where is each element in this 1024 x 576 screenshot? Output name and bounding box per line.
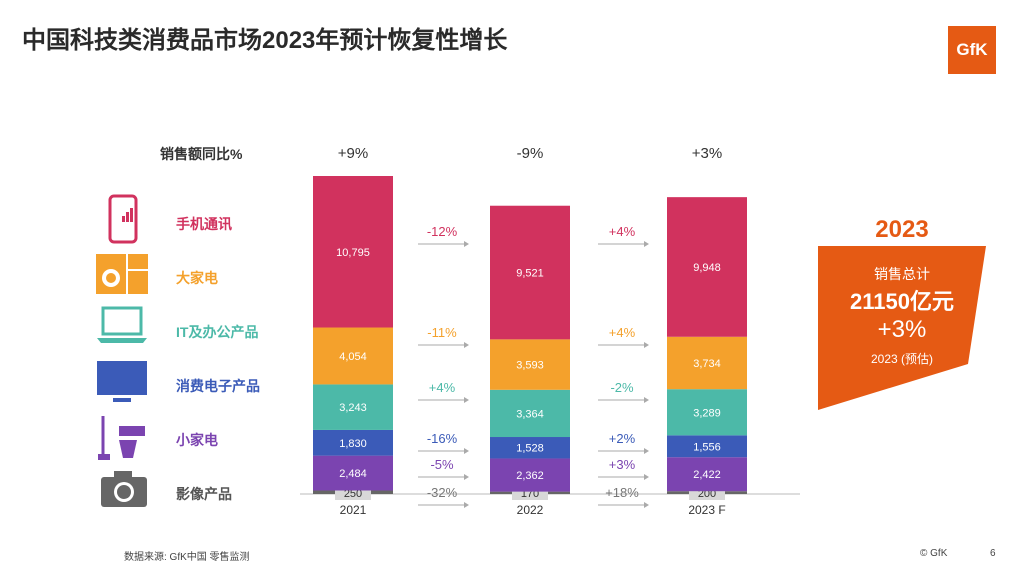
bar-value-label: 2,362 (516, 470, 544, 482)
bar-segment (667, 197, 747, 337)
data-source: 数据来源: GfK中国 零售监测 (124, 552, 250, 563)
camera-icon (101, 471, 147, 507)
total-growth-label: +3% (692, 145, 722, 162)
copyright: © GfK (920, 548, 948, 559)
tv-icon (97, 361, 147, 402)
bar-value-label: 250 (344, 488, 362, 500)
bar-value-label: 4,054 (339, 351, 367, 363)
gfk-logo: GfK (948, 26, 996, 74)
bar-segment (313, 455, 393, 491)
growth-label: +4% (609, 325, 636, 340)
bar-value-label: 9,948 (693, 262, 721, 274)
growth-label: -16% (427, 431, 458, 446)
bar-segment (667, 389, 747, 436)
growth-arrowhead (644, 241, 649, 247)
total-growth-label: -9% (517, 145, 544, 162)
bar-value-label: 3,593 (516, 360, 544, 372)
growth-label: +18% (605, 485, 639, 500)
bar-segment (490, 437, 570, 459)
bar-segment (313, 429, 393, 456)
page-title: 中国科技类消费品市场2023年预计恢复性增长 (22, 27, 508, 54)
callout-year: 2023 (875, 216, 929, 243)
growth-arrowhead (464, 397, 469, 403)
x-tick-label: 2021 (340, 503, 367, 517)
bar-segment (490, 458, 570, 492)
growth-label: -5% (430, 457, 454, 472)
growth-label: +3% (609, 457, 636, 472)
category-label-small-appliance: 小家电 (176, 432, 218, 448)
growth-label: +4% (429, 380, 456, 395)
growth-arrowhead (464, 502, 469, 508)
bar-value-label: 3,364 (516, 408, 544, 420)
laptop-icon (97, 306, 147, 343)
growth-arrowhead (644, 342, 649, 348)
callout-growth: +3% (877, 316, 927, 343)
category-label-major-appliance: 大家电 (176, 270, 218, 286)
callout-line1: 销售总计 (874, 266, 930, 282)
growth-arrowhead (464, 241, 469, 247)
growth-label: -12% (427, 224, 458, 239)
growth-label: -2% (610, 380, 634, 395)
growth-label: +4% (609, 224, 636, 239)
x-tick-label: 2022 (517, 503, 544, 517)
growth-label: -11% (427, 325, 457, 340)
bar-value-label: 3,243 (339, 402, 367, 414)
category-label-consumer-electronics: 消费电子产品 (176, 378, 260, 394)
growth-arrowhead (464, 342, 469, 348)
bar-value-label: 2,422 (693, 469, 721, 481)
bar-value-label: 10,795 (336, 247, 370, 259)
growth-arrowhead (644, 474, 649, 480)
growth-arrowhead (464, 474, 469, 480)
growth-arrowhead (464, 448, 469, 454)
bar-segment (490, 205, 570, 340)
growth-label: -32% (427, 485, 458, 500)
smartphone-icon (108, 194, 138, 244)
bar-segment (667, 336, 747, 390)
bar-value-label: 2,484 (339, 468, 367, 480)
total-growth-label: +9% (338, 145, 368, 162)
callout-amount: 21150亿元 (850, 289, 954, 314)
callout-note: 2023 (预估) (870, 352, 934, 366)
total-sales-callout (818, 246, 986, 410)
bar-value-label: 3,734 (693, 358, 721, 370)
growth-label: +2% (609, 431, 636, 446)
growth-arrowhead (644, 502, 649, 508)
bar-value-label: 1,830 (339, 438, 367, 450)
category-label-photo: 影像产品 (176, 486, 232, 502)
bar-value-label: 1,528 (516, 443, 544, 455)
bar-value-label: 3,289 (693, 407, 721, 419)
category-header: 销售额同比% (160, 146, 243, 162)
bar-value-label: 1,556 (693, 441, 721, 453)
category-label-it-office: IT及办公产品 (176, 324, 259, 340)
page-number: 6 (990, 548, 996, 559)
bar-value-label: 9,521 (516, 268, 544, 280)
growth-arrowhead (644, 397, 649, 403)
growth-arrowhead (644, 448, 649, 454)
bar-segment (490, 389, 570, 438)
washer-fridge-icon (96, 254, 148, 294)
bar-segment (490, 339, 570, 390)
x-tick-label: 2023 F (688, 503, 725, 517)
vacuum-mixer-icon (98, 416, 145, 460)
category-label-mobile: 手机通讯 (176, 216, 232, 232)
bar-segment (667, 435, 747, 458)
bar-segment (313, 384, 393, 430)
bar-segment (313, 176, 393, 328)
bar-segment (313, 327, 393, 385)
bar-segment (667, 457, 747, 492)
